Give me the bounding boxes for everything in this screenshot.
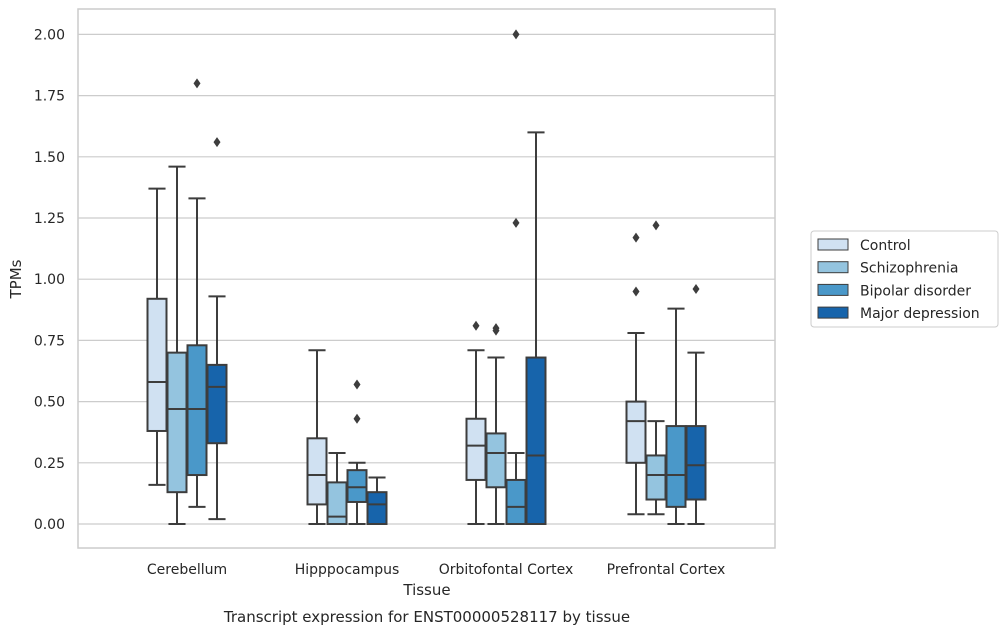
- box: [525, 356, 547, 526]
- box-group: [465, 320, 487, 525]
- legend-frame: [810, 230, 999, 328]
- x-axis-label: Tissue: [402, 581, 450, 599]
- box: [346, 469, 368, 503]
- box: [326, 481, 348, 526]
- y-tick-label: 0.75: [34, 333, 65, 349]
- y-axis-label: TPMs: [7, 259, 25, 299]
- legend-swatch: [817, 283, 849, 296]
- outlier-point: [512, 29, 520, 40]
- y-tick-label: 1.50: [34, 150, 65, 166]
- outlier-point: [692, 283, 700, 294]
- legend-swatch: [817, 238, 849, 251]
- box-group: [146, 187, 168, 486]
- outlier-point: [193, 78, 201, 89]
- box: [166, 351, 188, 494]
- y-tick-label: 0.50: [34, 395, 65, 411]
- box-group: [346, 379, 368, 525]
- box-group: [306, 349, 328, 525]
- outlier-point: [632, 286, 640, 297]
- box: [186, 344, 208, 477]
- box-group: [525, 131, 547, 526]
- y-tick-label: 0.25: [34, 456, 65, 472]
- box-group: [645, 220, 667, 516]
- plot-frame: [77, 8, 776, 549]
- legend: Control Schizophrenia Bipolar disorder Majo…: [810, 230, 999, 328]
- outlier-point: [512, 217, 520, 228]
- box: [306, 437, 328, 506]
- y-tick-label: 1.25: [34, 211, 65, 227]
- box: [146, 297, 168, 432]
- outlier-point: [652, 220, 660, 231]
- outlier-point: [353, 413, 361, 424]
- x-tick-label: Prefrontal Cortex: [607, 562, 726, 578]
- box: [206, 363, 228, 445]
- box: [625, 400, 647, 464]
- box-group: [625, 232, 647, 516]
- box-group: [366, 476, 388, 525]
- box: [366, 491, 388, 525]
- box: [485, 432, 507, 489]
- x-axis-ticks: Cerebellum Hipppocampus Orbitofontal Corte…: [147, 562, 725, 578]
- outlier-point: [632, 232, 640, 243]
- y-tick-label: 2.00: [34, 27, 65, 43]
- x-tick-label: Hipppocampus: [295, 562, 400, 578]
- legend-swatch: [817, 306, 849, 319]
- x-tick-label: Cerebellum: [147, 562, 227, 578]
- outlier-point: [213, 137, 221, 148]
- outlier-point: [353, 379, 361, 390]
- box: [505, 478, 527, 526]
- y-tick-label: 0.00: [34, 517, 65, 533]
- chart-caption: Transcript expression for ENST0000052811…: [223, 608, 630, 626]
- box-group: [186, 78, 208, 508]
- box-group: [685, 283, 707, 525]
- legend-label: Schizophrenia: [860, 261, 958, 277]
- legend-label: Major depression: [860, 306, 980, 322]
- box: [465, 417, 487, 481]
- y-tick-label: 1.75: [34, 89, 65, 105]
- box: [685, 425, 707, 501]
- box-series: [146, 29, 707, 526]
- box-group: [326, 452, 348, 526]
- x-tick-label: Orbitofontal Cortex: [439, 562, 574, 578]
- legend-swatch: [817, 261, 849, 274]
- y-axis-ticks: 0.00 0.25 0.50 0.75 1.00 1.25 1.50 1.75 2.00: [34, 27, 65, 533]
- y-tick-label: 1.00: [34, 272, 65, 288]
- box: [665, 425, 687, 508]
- legend-label: Bipolar disorder: [860, 283, 971, 299]
- box: [645, 454, 667, 501]
- legend-label: Control: [860, 238, 911, 254]
- outlier-point: [472, 320, 480, 331]
- box-group: [206, 137, 228, 521]
- outlier-point: [492, 323, 500, 334]
- box-group: [505, 29, 527, 526]
- box-group: [485, 323, 507, 525]
- box-group: [166, 165, 188, 525]
